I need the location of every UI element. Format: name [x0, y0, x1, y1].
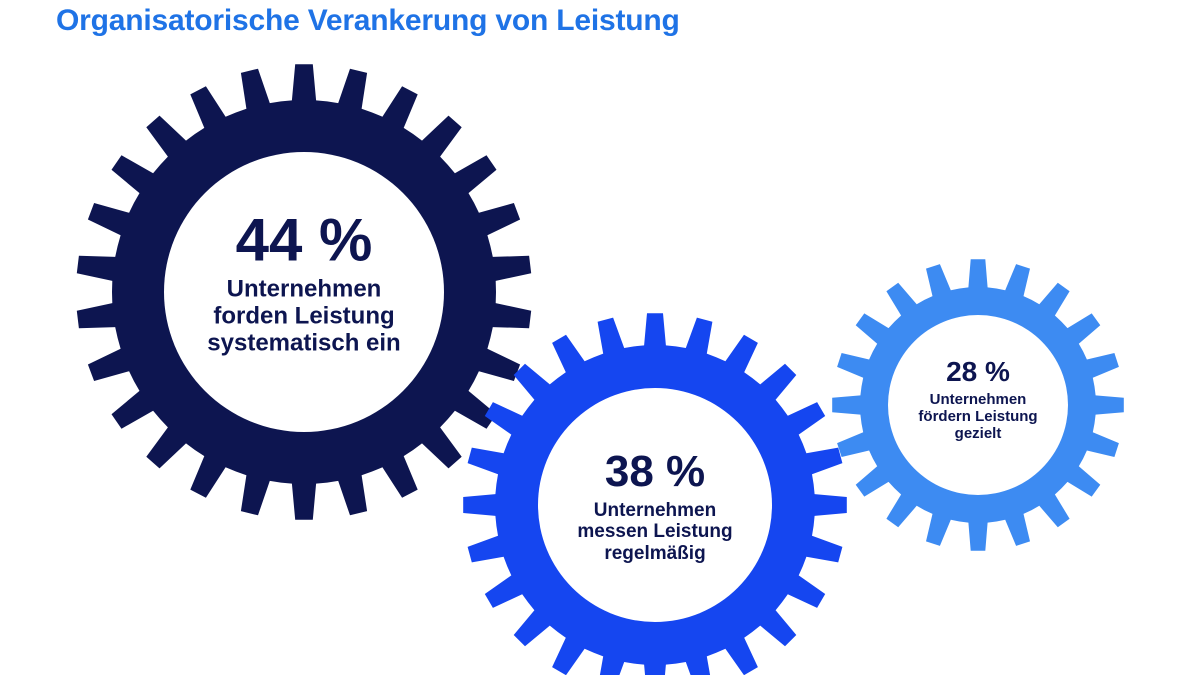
gear-medium-line-1: Unternehmen	[593, 500, 717, 522]
gear-medium-line-2: messen Leistung	[577, 521, 733, 543]
gear-large-label: 44 % Unternehmen forden Leistung systema…	[174, 206, 434, 358]
gear-small	[832, 259, 1124, 551]
gear-medium	[463, 313, 847, 675]
gear-large-line-3: systematisch ein	[207, 329, 401, 357]
gear-small-line-3: gezielt	[954, 424, 1002, 442]
gear-large-line-2: forden Leistung	[213, 302, 395, 330]
gear-small-center	[888, 315, 1068, 495]
gear-medium-percent: 38 %	[604, 447, 706, 497]
gear-small-line-1: Unternehmen	[929, 390, 1027, 408]
gear-medium-line-3: regelmäßig	[604, 542, 706, 564]
gear-medium-center	[538, 388, 772, 622]
gear-small-label: 28 % Unternehmen fördern Leistung geziel…	[893, 355, 1063, 442]
gear-large-line-1: Unternehmen	[226, 275, 382, 303]
gear-large-center	[164, 152, 444, 432]
gear-large	[76, 64, 532, 520]
gear-small-percent: 28 %	[946, 355, 1010, 387]
gear-small-line-2: fördern Leistung	[918, 407, 1038, 425]
page-title: Organisatorische Verankerung von Leistun…	[56, 4, 680, 37]
gear-medium-label: 38 % Unternehmen messen Leistung regelmä…	[545, 450, 765, 564]
gear-large-percent: 44 %	[235, 206, 373, 274]
